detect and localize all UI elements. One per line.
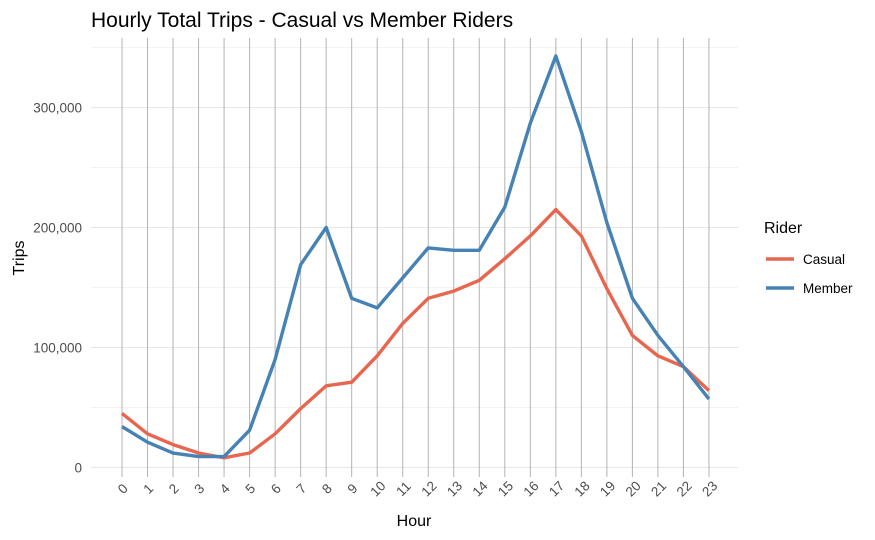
x-tick-label: 23 (699, 478, 720, 499)
x-tick-label: 20 (623, 478, 644, 499)
x-tick-label: 9 (345, 481, 361, 497)
x-tick-label: 1 (140, 481, 156, 497)
y-tick-label: 300,000 (33, 101, 82, 116)
x-tick-label: 21 (648, 478, 669, 499)
x-tick-label: 5 (242, 481, 258, 497)
x-tick-label: 7 (293, 481, 309, 497)
x-tick-label: 13 (444, 478, 465, 499)
x-tick-label: 2 (166, 481, 182, 497)
y-axis-title: Trips (11, 241, 28, 276)
legend-title: Rider (764, 220, 803, 237)
x-tick-label: 11 (393, 479, 414, 500)
series-line-member (121, 54, 711, 459)
chart-title: Hourly Total Trips - Casual vs Member Ri… (91, 9, 513, 32)
x-tick-label: 10 (367, 478, 388, 499)
legend: Rider Casual Member (764, 220, 853, 296)
y-tick-label: 200,000 (33, 221, 82, 236)
x-tick-label: 15 (495, 478, 516, 499)
x-tick-label: 14 (469, 478, 491, 500)
legend-label-member: Member (803, 281, 853, 296)
x-tick-label: 19 (597, 478, 618, 499)
x-tick-label: 4 (217, 481, 233, 497)
x-tick-label: 18 (572, 478, 593, 499)
y-tick-label: 0 (74, 460, 82, 475)
series-line-casual (120, 207, 711, 460)
x-axis-title: Hour (397, 513, 432, 530)
x-tick-label: 3 (191, 481, 207, 497)
x-tick-label: 6 (268, 481, 284, 497)
x-tick-label: 12 (418, 478, 439, 499)
y-axis-ticks: 0 100,000 200,000 300,000 (33, 101, 82, 476)
x-tick-label: 17 (546, 478, 567, 499)
grid (91, 38, 738, 477)
x-tick-label: 8 (319, 481, 335, 497)
y-tick-label: 100,000 (33, 340, 82, 355)
series-lines (120, 54, 711, 460)
x-axis-ticks: 0 1 2 3 4 5 6 7 8 9 10 11 12 13 14 15 16 17 18 19 20 21 22 23 (115, 478, 721, 500)
x-tick-label: 22 (674, 478, 695, 499)
x-tick-label: 16 (521, 478, 542, 499)
legend-label-casual: Casual (803, 252, 845, 267)
x-tick-label: 0 (115, 481, 131, 497)
